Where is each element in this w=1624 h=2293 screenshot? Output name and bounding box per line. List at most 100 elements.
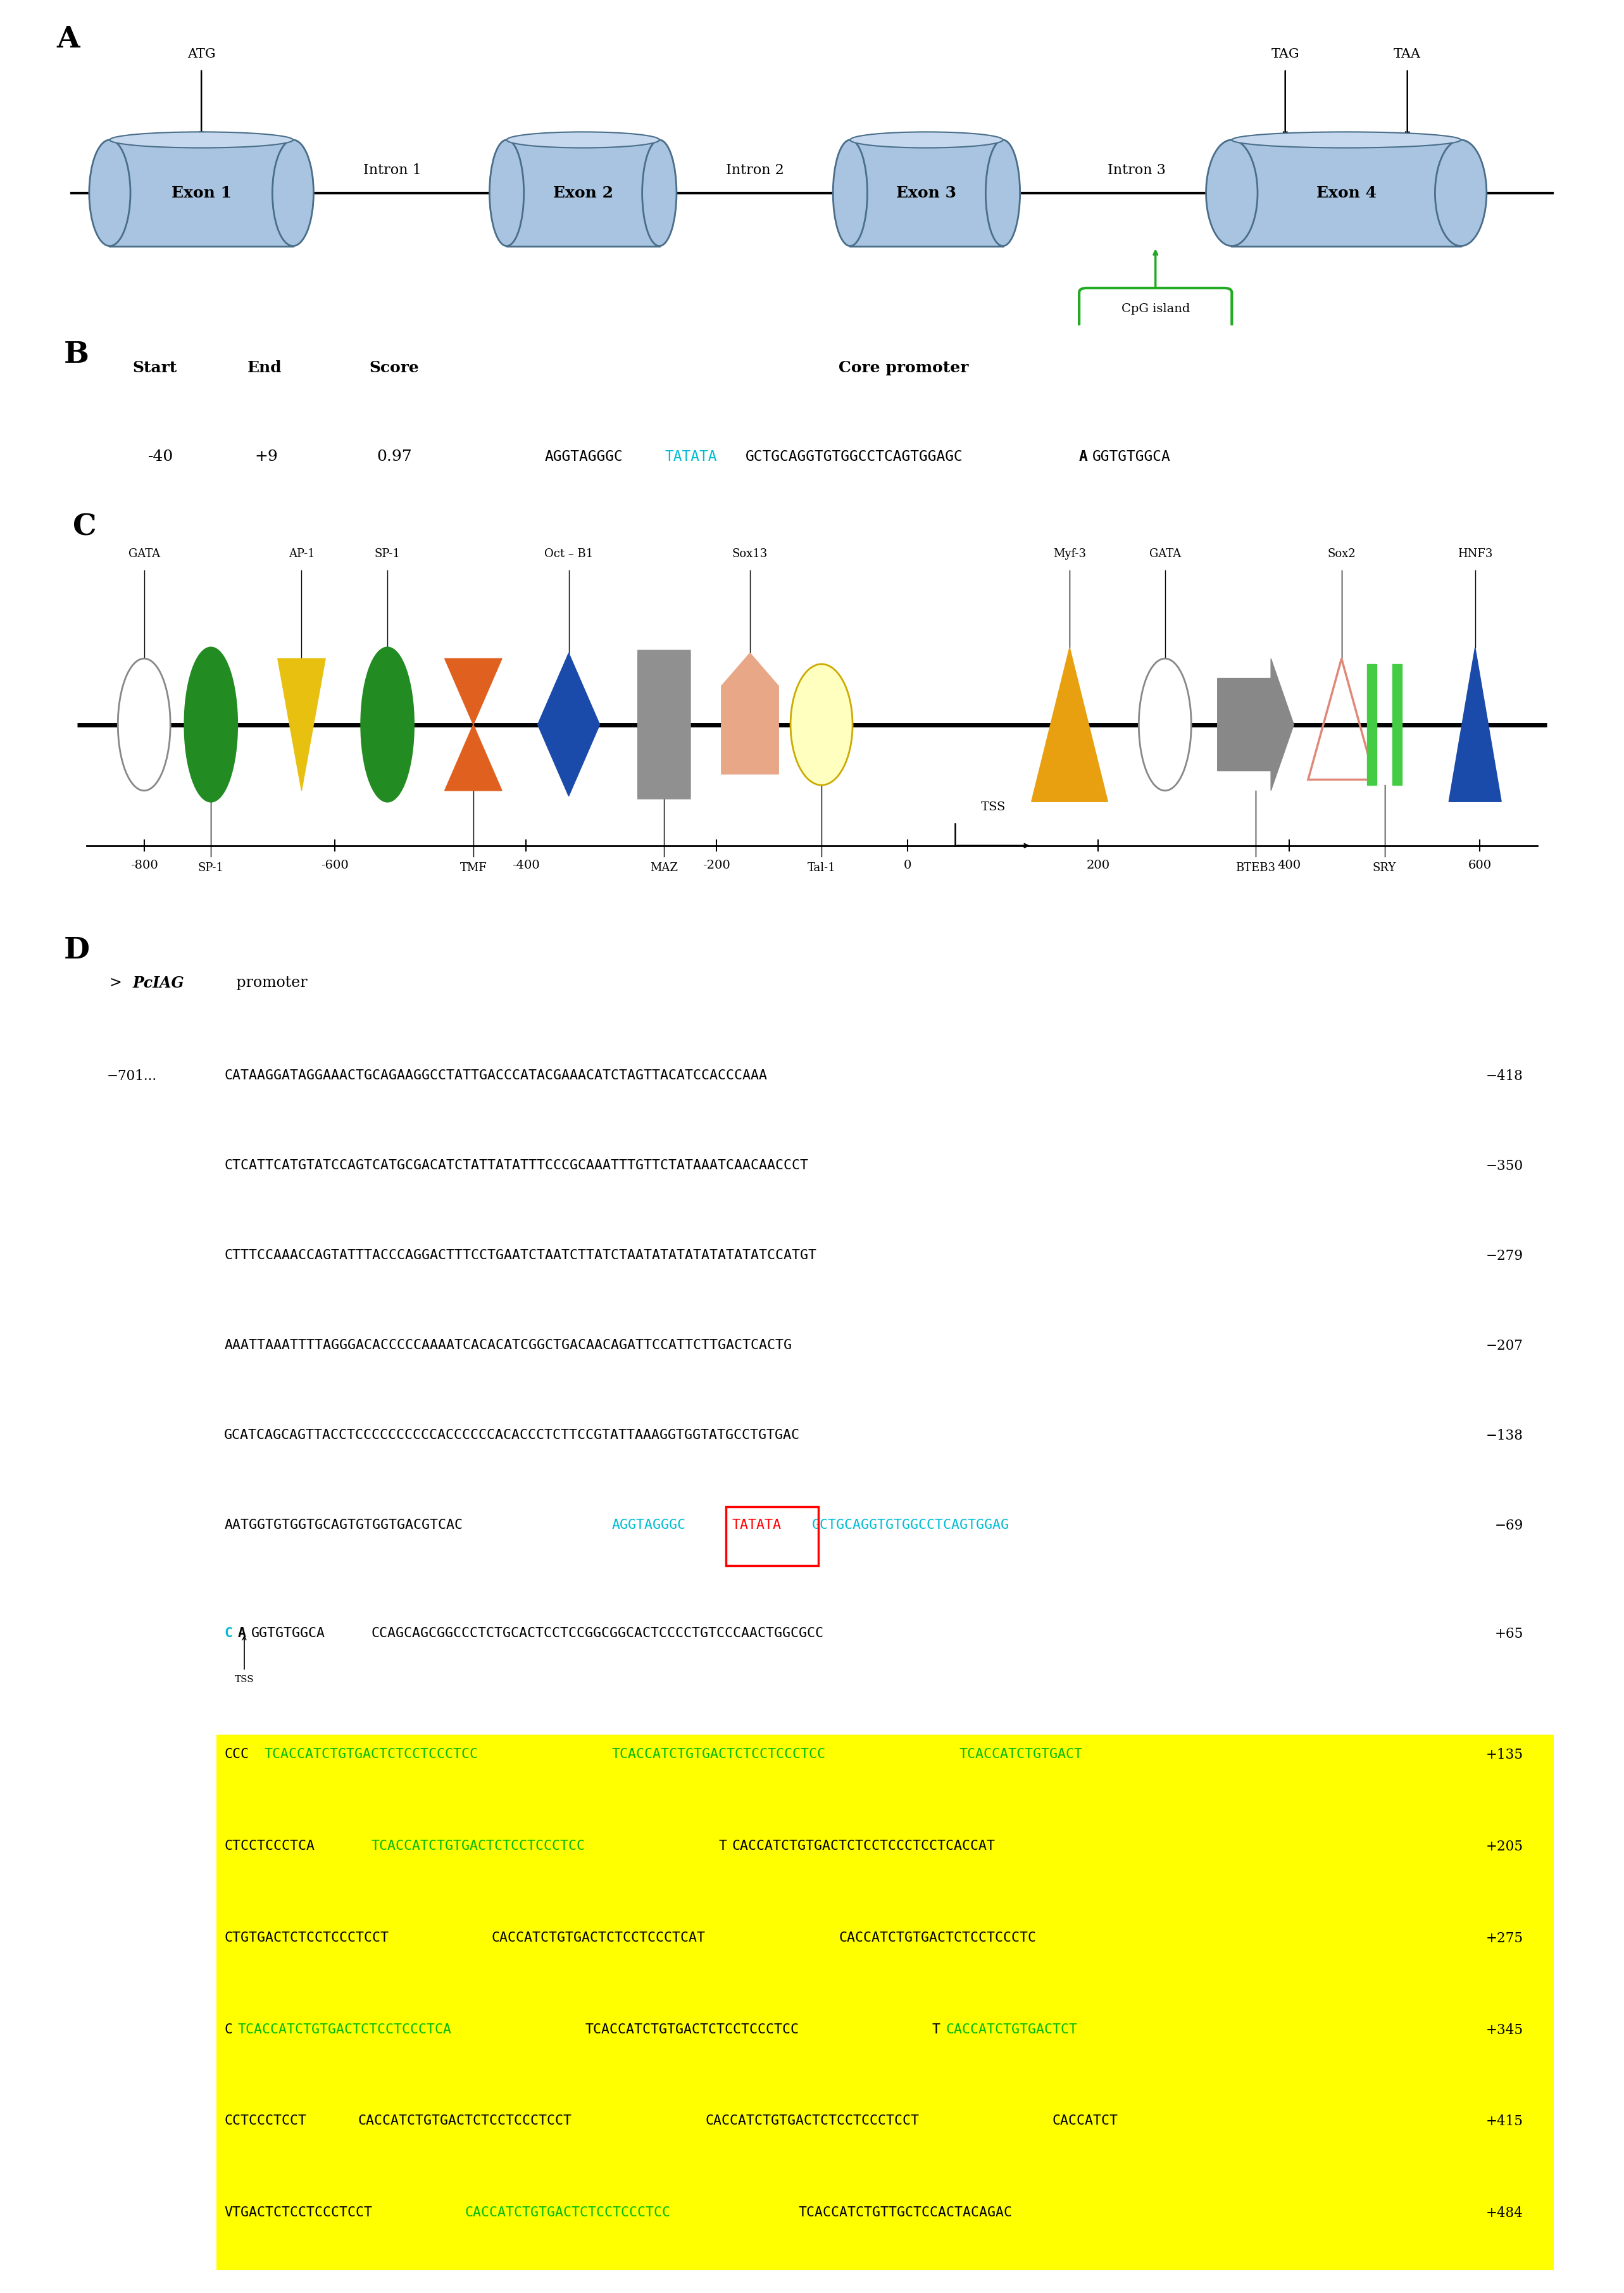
Text: GATA: GATA <box>128 548 161 559</box>
Text: TMF: TMF <box>460 862 487 874</box>
FancyBboxPatch shape <box>216 2192 1554 2284</box>
Ellipse shape <box>361 647 414 803</box>
FancyBboxPatch shape <box>216 1917 1554 2009</box>
Text: >: > <box>110 975 127 991</box>
Text: Exon 2: Exon 2 <box>552 186 614 199</box>
Text: −350: −350 <box>1486 1160 1523 1174</box>
Text: GCTGCAGGTGTGGCCTCAGTGGAGC: GCTGCAGGTGTGGCCTCAGTGGAGC <box>745 449 963 463</box>
FancyBboxPatch shape <box>216 1825 1554 1917</box>
FancyBboxPatch shape <box>216 2009 1554 2100</box>
Text: A: A <box>237 1626 245 1639</box>
Polygon shape <box>278 658 325 791</box>
Ellipse shape <box>641 140 677 245</box>
Bar <box>851 140 1004 245</box>
Text: Start: Start <box>133 360 177 376</box>
Ellipse shape <box>1138 658 1192 791</box>
Text: 0.97: 0.97 <box>377 449 412 463</box>
Text: C: C <box>224 2022 232 2036</box>
Text: T: T <box>718 1839 726 1853</box>
Bar <box>1367 665 1377 784</box>
Text: SRY: SRY <box>1372 862 1397 874</box>
Text: AP-1: AP-1 <box>289 548 315 559</box>
Text: -400: -400 <box>512 860 539 871</box>
Ellipse shape <box>791 665 853 784</box>
Polygon shape <box>538 654 599 796</box>
Text: Intron 3: Intron 3 <box>1108 163 1166 177</box>
Text: TCACCATCTGTGACTCTCCTCCCTCC: TCACCATCTGTGACTCTCCTCCCTCC <box>372 1839 585 1853</box>
Text: C: C <box>224 1626 232 1639</box>
Text: 0: 0 <box>903 860 911 871</box>
Polygon shape <box>721 654 778 775</box>
Text: T: T <box>932 2022 940 2036</box>
FancyBboxPatch shape <box>1078 289 1233 330</box>
Text: Sox13: Sox13 <box>732 548 768 559</box>
Ellipse shape <box>489 140 525 245</box>
Text: Intron 2: Intron 2 <box>726 163 784 177</box>
Polygon shape <box>445 658 502 791</box>
Text: B: B <box>63 339 89 369</box>
Polygon shape <box>1218 658 1294 791</box>
Text: CACCATCT: CACCATCT <box>1052 2114 1119 2128</box>
Text: GGTGTGGCA: GGTGTGGCA <box>1093 449 1171 463</box>
Ellipse shape <box>110 133 292 147</box>
Text: TATATA: TATATA <box>666 449 718 463</box>
Text: +205: +205 <box>1486 1839 1523 1853</box>
Text: −69: −69 <box>1494 1518 1523 1532</box>
Text: 400: 400 <box>1278 860 1301 871</box>
Text: Intron 1: Intron 1 <box>364 163 421 177</box>
Text: GATA: GATA <box>1150 548 1181 559</box>
Text: Score: Score <box>369 360 419 376</box>
Text: Oct – B1: Oct – B1 <box>544 548 593 559</box>
Text: D: D <box>63 936 89 965</box>
Ellipse shape <box>119 658 171 791</box>
Polygon shape <box>1031 647 1108 803</box>
Text: GGTGTGGCA: GGTGTGGCA <box>252 1626 325 1639</box>
Text: AGGTAGGGC: AGGTAGGGC <box>612 1518 685 1532</box>
Ellipse shape <box>273 140 313 245</box>
Text: SP-1: SP-1 <box>375 548 401 559</box>
Text: GCATCAGCAGTTACCTCCCCCCCCCCACCCCCCACACCCTCTTCCGTATTAAAGGTGGTATGCCTGTGAC: GCATCAGCAGTTACCTCCCCCCCCCCACCCCCCACACCCT… <box>224 1429 801 1442</box>
Text: AGGTAGGGC: AGGTAGGGC <box>546 449 624 463</box>
Text: -800: -800 <box>130 860 158 871</box>
Text: Core promoter: Core promoter <box>838 360 968 376</box>
Text: CACCATCTGTGACTCTCCTCCCTCCT: CACCATCTGTGACTCTCCTCCCTCCT <box>705 2114 919 2128</box>
Ellipse shape <box>1207 140 1257 245</box>
Text: −138: −138 <box>1486 1429 1523 1442</box>
Bar <box>507 140 659 245</box>
Text: CpG island: CpG island <box>1121 303 1190 314</box>
Text: A: A <box>1080 449 1088 463</box>
Text: CCC: CCC <box>224 1747 248 1761</box>
Ellipse shape <box>507 133 659 147</box>
Text: +275: +275 <box>1486 1931 1523 1944</box>
Text: -40: -40 <box>148 449 174 463</box>
Text: CTCATTCATGTATCCAGTCATGCGACATCTATTATATTTCCCGCAAATTTGTTCTATAAATCAACAACCCT: CTCATTCATGTATCCAGTCATGCGACATCTATTATATTTC… <box>224 1160 809 1172</box>
Text: HNF3: HNF3 <box>1458 548 1492 559</box>
Ellipse shape <box>89 140 130 245</box>
Text: +415: +415 <box>1486 2114 1523 2128</box>
Ellipse shape <box>851 133 1004 147</box>
Text: CTTTCCAAACCAGTATTTACCCAGGACTTTCCTGAATCTAATCTTATCTAATATATATATATATATCCATGT: CTTTCCAAACCAGTATTTACCCAGGACTTTCCTGAATCTA… <box>224 1250 817 1261</box>
Text: Myf-3: Myf-3 <box>1052 548 1086 559</box>
Text: VTGACTCTCCTCCCTCCT: VTGACTCTCCTCCCTCCT <box>224 2206 372 2220</box>
Text: TCACCATCTGTGACT: TCACCATCTGTGACT <box>958 1747 1082 1761</box>
Text: −701...: −701... <box>107 1069 158 1082</box>
Text: TCACCATCTGTGACTCTCCTCCCTCC: TCACCATCTGTGACTCTCCTCCCTCC <box>612 1747 825 1761</box>
Text: promoter: promoter <box>232 975 307 991</box>
Text: +9: +9 <box>255 449 278 463</box>
Text: TAG: TAG <box>1272 48 1299 60</box>
Text: TCACCATCTGTGACTCTCCTCCCTCC: TCACCATCTGTGACTCTCCTCCCTCC <box>265 1747 477 1761</box>
Text: TCACCATCTGTGACTCTCCTCCCTCA: TCACCATCTGTGACTCTCCTCCCTCA <box>237 2022 451 2036</box>
Text: CACCATCTGTGACTCTCCTCCCTCCTCACCAT: CACCATCTGTGACTCTCCTCCCTCCTCACCAT <box>732 1839 996 1853</box>
Text: CTCCTCCCTCA: CTCCTCCCTCA <box>224 1839 315 1853</box>
Text: ATG: ATG <box>187 48 216 60</box>
Text: CTGTGACTCTCCTCCCTCCT: CTGTGACTCTCCTCCCTCCT <box>224 1931 388 1944</box>
Ellipse shape <box>833 140 867 245</box>
Text: −279: −279 <box>1486 1250 1523 1263</box>
Text: -200: -200 <box>703 860 731 871</box>
Text: C: C <box>73 514 96 541</box>
Text: +484: +484 <box>1486 2206 1523 2220</box>
Text: TSS: TSS <box>234 1674 253 1683</box>
Text: TAA: TAA <box>1393 48 1421 60</box>
Text: Exon 1: Exon 1 <box>171 186 232 199</box>
Text: PcIAG: PcIAG <box>133 975 185 991</box>
